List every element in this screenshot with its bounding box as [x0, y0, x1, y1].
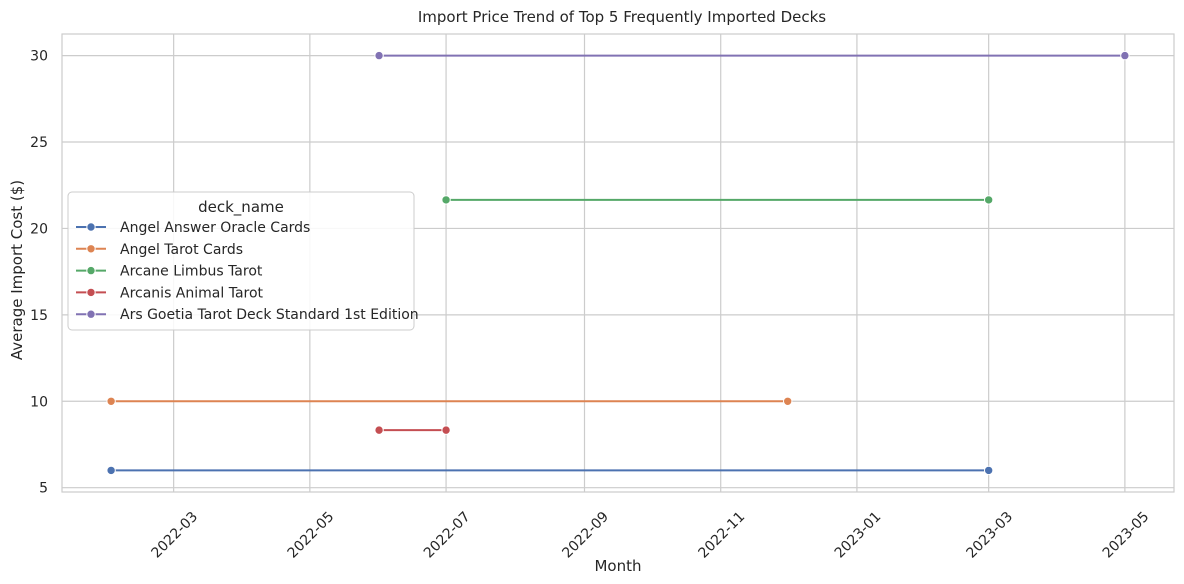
series-group: [106, 396, 793, 406]
y-tick-label: 25: [30, 135, 48, 151]
legend-items: Angel Answer Oracle Cards Angel Tarot Car…: [76, 220, 419, 323]
legend-swatch-marker: [86, 222, 96, 232]
data-point[interactable]: [106, 465, 116, 476]
legend-label: Angel Answer Oracle Cards: [120, 220, 310, 236]
y-tick-label: 5: [39, 481, 48, 497]
legend-item[interactable]: Arcane Limbus Tarot: [76, 264, 263, 280]
legend-item[interactable]: Angel Answer Oracle Cards: [76, 220, 310, 236]
data-point[interactable]: [106, 396, 116, 406]
legend-label: Arcane Limbus Tarot: [120, 264, 263, 280]
x-axis-title: Month: [594, 557, 641, 575]
legend-title: deck_name: [198, 198, 284, 217]
legend-swatch-marker: [86, 244, 96, 254]
legend[interactable]: deck_name Angel Answer Oracle CardsAngel…: [67, 191, 419, 331]
y-tick-label: 15: [30, 308, 48, 324]
series-layer: [106, 50, 1130, 476]
data-point[interactable]: [441, 425, 451, 435]
y-tick-label: 30: [30, 49, 48, 65]
legend-box: [67, 191, 415, 331]
legend-label: Angel Tarot Cards: [120, 242, 243, 258]
legend-swatch-marker: [86, 265, 96, 276]
legend-item[interactable]: Arcanis Animal Tarot: [76, 285, 264, 301]
data-point[interactable]: [374, 50, 384, 61]
legend-swatch-marker: [86, 287, 96, 298]
series-group: [441, 195, 994, 205]
legend-item[interactable]: Angel Tarot Cards: [76, 242, 243, 258]
data-point[interactable]: [983, 195, 994, 205]
chart-title: Import Price Trend of Top 5 Frequently I…: [418, 8, 826, 26]
data-point[interactable]: [374, 425, 384, 435]
series-group: [374, 50, 1130, 61]
data-point[interactable]: [441, 195, 451, 205]
series-group: [374, 425, 451, 435]
legend-item[interactable]: Ars Goetia Tarot Deck Standard 1st Editi…: [76, 307, 419, 323]
y-axis-title: Average Import Cost ($): [8, 180, 26, 360]
data-point[interactable]: [783, 396, 793, 406]
data-point[interactable]: [1120, 50, 1130, 61]
series-group: [106, 465, 994, 476]
data-point[interactable]: [983, 465, 994, 476]
legend-swatch-marker: [86, 309, 96, 319]
legend-label: Ars Goetia Tarot Deck Standard 1st Editi…: [120, 307, 419, 323]
plot-area-frame: [61, 33, 1175, 493]
y-tick-label: 10: [30, 394, 48, 410]
legend-label: Arcanis Animal Tarot: [120, 285, 264, 301]
y-tick-label: 20: [30, 221, 48, 237]
